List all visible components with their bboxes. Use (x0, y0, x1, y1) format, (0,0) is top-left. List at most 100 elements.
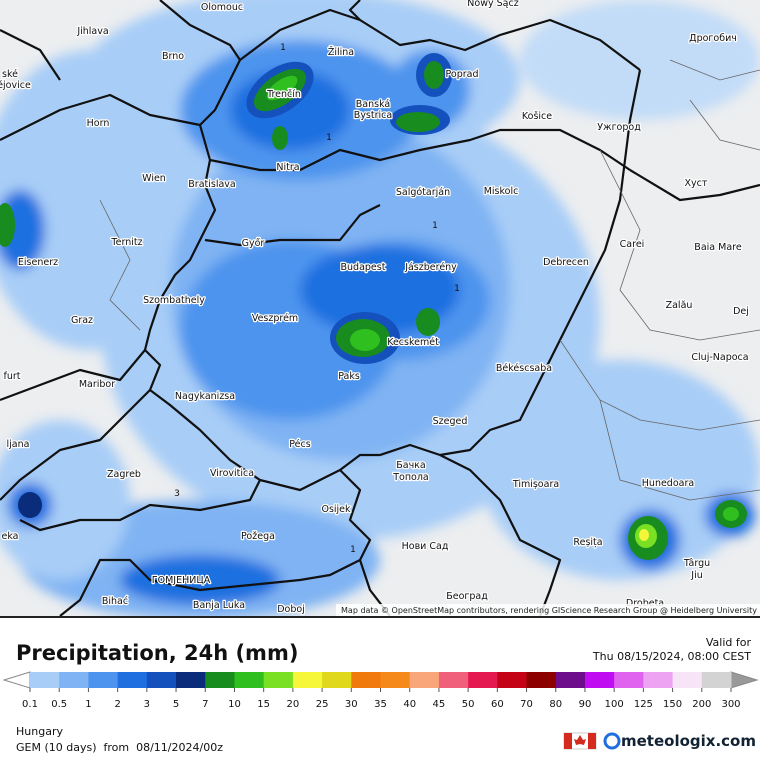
scale-tick-label: 3 (144, 699, 150, 710)
city-label: Jiu (690, 570, 702, 581)
city-label: Бачка (396, 460, 426, 471)
scale-tick-label: 125 (634, 699, 653, 710)
scale-box (409, 672, 440, 688)
scale-box (643, 672, 674, 688)
city-label: Zalău (666, 300, 693, 311)
city-label: Kecskemét (387, 337, 439, 348)
city-label: Salgótarján (396, 187, 450, 198)
city-label: Топола (392, 472, 429, 483)
city-label: Banská (356, 99, 390, 110)
scale-box (176, 672, 206, 688)
city-label: Brno (162, 51, 184, 62)
scale-tick-label: 100 (605, 699, 624, 710)
city-label: Нови Сад (402, 541, 449, 552)
city-label: Doboj (277, 604, 305, 615)
map: Olomouc Nowy Sącz Jihlava Дрогобич Brno Žilin… (0, 0, 760, 616)
scale-box (117, 672, 148, 688)
scale-tick-label: 1 (85, 699, 91, 710)
city-label: Szeged (433, 416, 468, 427)
scale-tick-label: 0.5 (51, 699, 67, 710)
city-label: furt (4, 371, 21, 382)
city-label: Maribor (79, 379, 115, 390)
city-label: Graz (71, 315, 93, 326)
city-label: Carei (620, 239, 645, 250)
city-label: ějovice (0, 80, 31, 91)
city-label: Дрогобич (689, 33, 737, 44)
city-label: Nitra (276, 162, 299, 173)
brand[interactable]: meteologix.com (621, 732, 756, 750)
city-label: Szombathely (143, 295, 205, 306)
city-label: ské (2, 69, 18, 80)
attribution: Map data © OpenStreetMap contributors, r… (341, 606, 757, 615)
scale-tick-label: 90 (579, 699, 592, 710)
contour-label: 1 (432, 221, 438, 231)
city-label: Pécs (289, 439, 310, 450)
scale-tick-label: 35 (374, 699, 387, 710)
scale-box (555, 672, 586, 688)
scale-box (59, 672, 89, 688)
scale-box (701, 672, 732, 688)
city-label: Ternitz (110, 237, 142, 248)
scale-box (234, 672, 265, 688)
heavy-cells (0, 53, 747, 560)
city-label: Bratislava (188, 179, 235, 190)
brand-logo (603, 732, 621, 750)
scale-arrow-low (2, 671, 31, 689)
scale-tick-label: 20 (287, 699, 300, 710)
city-label: Ужгород (597, 122, 641, 133)
city-label: Osijek (321, 504, 351, 515)
city-label: Horn (87, 118, 110, 129)
model: GEM (10 days) from 08/11/2024/00z (16, 741, 223, 754)
city-label: Nowy Sącz (467, 0, 518, 9)
attribution-bg (336, 604, 760, 616)
scale-tick-label: 60 (491, 699, 504, 710)
scale-tick-label: 70 (520, 699, 533, 710)
city-label: Veszprém (252, 313, 298, 324)
city-label: Zagreb (107, 469, 141, 480)
city-label: Eisenerz (18, 257, 58, 268)
scale-tick-label: 200 (692, 699, 711, 710)
scale-tick-label: 40 (403, 699, 416, 710)
scale-box (88, 672, 119, 688)
city-label: Trenčín (266, 89, 301, 100)
scale-box (497, 672, 528, 688)
scale-tick-label: 45 (433, 699, 446, 710)
city-label: Žilina (328, 46, 354, 58)
city-label: Poprad (446, 69, 479, 80)
city-label: Nagykanizsa (175, 391, 235, 402)
scale-tick-label: 300 (721, 699, 740, 710)
city-label: Požega (241, 531, 275, 542)
city-label: Târgu (683, 558, 710, 569)
city-label: Olomouc (201, 2, 243, 13)
scale-tick-label: 25 (316, 699, 329, 710)
contour-label: 1 (350, 545, 356, 555)
scale-box (146, 672, 177, 688)
scale-arrow-high (730, 671, 759, 689)
scale-tick-label: 15 (257, 699, 270, 710)
scale-box (292, 672, 323, 688)
city-label: Virovitica (210, 468, 254, 479)
scale-box (380, 672, 411, 688)
city-label: Budapest (341, 262, 386, 273)
scale-tick-label: 7 (202, 699, 208, 710)
scale-tick-label: 0.1 (22, 699, 38, 710)
city-label: Miskolc (484, 186, 519, 197)
contour-label: 1 (454, 284, 460, 294)
flag (563, 732, 597, 750)
city-label: Bihać (102, 596, 128, 607)
color-scale: 0.1 0.5 1 2 3 5 7 10 15 20 25 30 35 40 45 50 60 70 80 90 100… (2, 671, 759, 710)
scale-tick-label: 50 (462, 699, 475, 710)
city-label: Košice (522, 111, 552, 122)
city-label: Békéscsaba (496, 363, 552, 374)
city-label: Hunedoara (642, 478, 694, 489)
city-label: Cluj-Napoca (691, 352, 748, 363)
region: Hungary (16, 725, 63, 738)
city-label: Београд (446, 591, 488, 602)
city-label: Wien (142, 173, 166, 184)
scale-box (263, 672, 294, 688)
city-label: Banja Luka (193, 600, 245, 611)
city-label: Jihlava (76, 26, 108, 37)
city-label: Хуст (685, 178, 708, 189)
scale-tick-label: 30 (345, 699, 358, 710)
